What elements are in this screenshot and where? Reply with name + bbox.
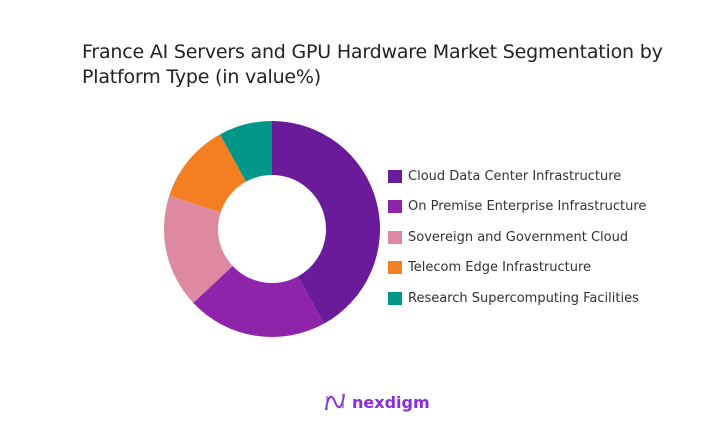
donut-slice-on-premise-enterprise-infrastructure <box>193 265 325 337</box>
donut-slice-telecom-edge-infrastructure <box>169 134 246 213</box>
legend-label: Telecom Edge Infrastructure <box>408 260 592 276</box>
legend-item: Sovereign and Government Cloud <box>388 222 646 253</box>
legend-swatch <box>388 169 402 183</box>
legend-swatch <box>388 230 402 244</box>
chart-title: France AI Servers and GPU Hardware Marke… <box>82 41 663 88</box>
nexdigm-logo-icon <box>325 393 345 411</box>
legend-swatch <box>388 291 402 305</box>
legend-swatch <box>388 200 402 214</box>
legend-item: Telecom Edge Infrastructure <box>388 253 646 284</box>
donut-slice-sovereign-and-government-cloud <box>164 195 233 303</box>
logo-text: nexdigm <box>352 392 430 412</box>
nexdigm-logo: nexdigm <box>324 392 430 412</box>
legend-label: Cloud Data Center Infrastructure <box>408 168 622 184</box>
legend-label: Sovereign and Government Cloud <box>408 229 629 245</box>
legend: Cloud Data Center Infrastructure On Premi… <box>388 161 646 314</box>
legend-swatch <box>388 261 402 275</box>
legend-item: Cloud Data Center Infrastructure <box>388 161 646 192</box>
donut-slice-research-supercomputing-facilities <box>219 121 272 182</box>
legend-item: On Premise Enterprise Infrastructure <box>388 192 646 223</box>
donut-slice-cloud-data-center-infrastructure <box>272 121 380 324</box>
legend-label: On Premise Enterprise Infrastructure <box>408 199 647 215</box>
legend-label: Research Supercomputing Facilities <box>408 290 639 306</box>
legend-item: Research Supercomputing Facilities <box>388 283 646 314</box>
